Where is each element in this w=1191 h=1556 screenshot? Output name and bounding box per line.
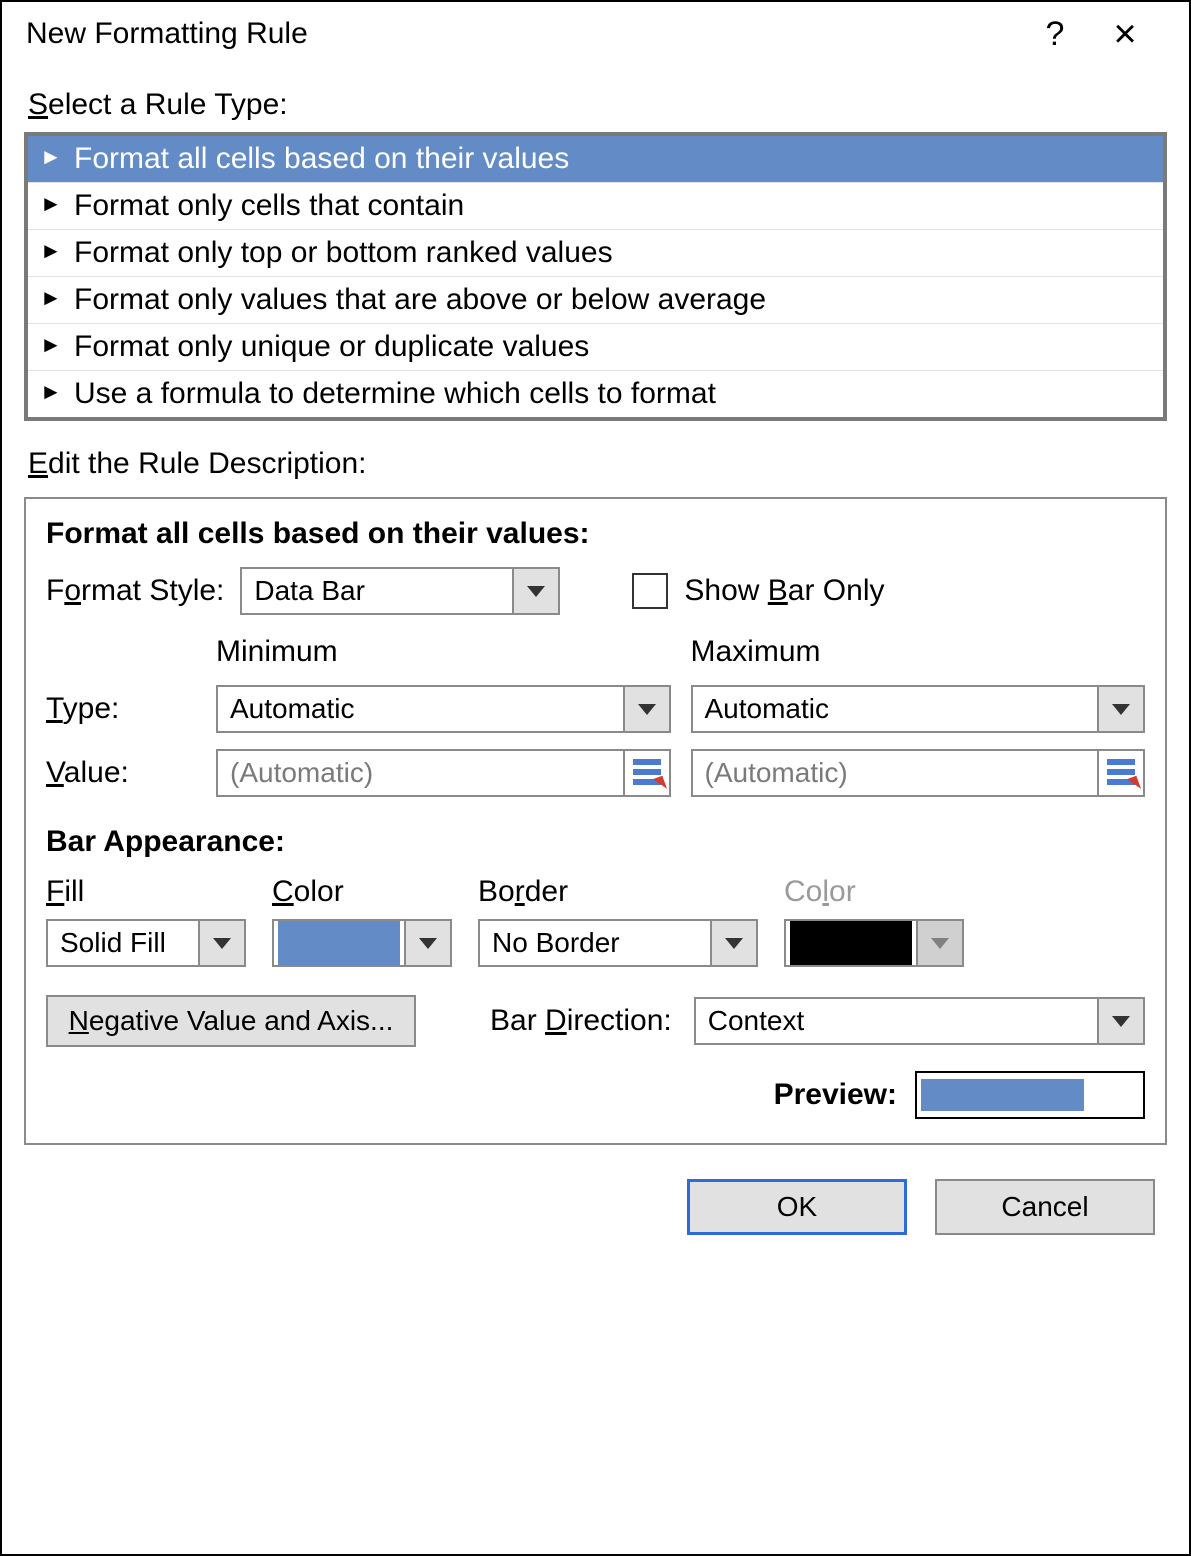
maximum-type-value: Automatic [693,693,1098,725]
chevron-down-icon [1097,999,1143,1043]
rule-type-list[interactable]: ► Format all cells based on their values… [24,132,1167,421]
fill-label: Fill [46,875,246,909]
maximum-value-placeholder: (Automatic) [693,757,1098,789]
minimum-value-input[interactable]: (Automatic) [216,749,671,797]
format-style-row: Format Style: Data Bar Show Bar Only [46,567,1145,615]
bullet-arrow-icon: ► [40,379,62,405]
rule-type-item[interactable]: ► Format only cells that contain [28,183,1163,230]
chevron-down-icon [1097,687,1143,731]
bullet-arrow-icon: ► [40,332,62,358]
chevron-down-icon [623,687,669,731]
fill-value: Solid Fill [48,927,198,959]
bullet-arrow-icon: ► [40,238,62,264]
border-color-swatch [790,921,912,965]
titlebar: New Formatting Rule ? × [2,2,1189,62]
bar-appearance-grid: Fill Color Border Color Solid Fill No Bo… [46,875,1145,967]
rule-type-label: Format all cells based on their values [74,142,569,176]
format-style-label: Format Style: [46,574,224,608]
dialog-title: New Formatting Rule [26,17,1025,51]
rule-description-panel: Format all cells based on their values: … [24,497,1167,1145]
min-max-grid: Minimum Maximum Type: Automatic Automati… [46,635,1145,797]
rule-type-label: Format only values that are above or bel… [74,283,766,317]
fill-dropdown[interactable]: Solid Fill [46,919,246,967]
dialog-footer: OK Cancel [2,1165,1189,1261]
chevron-down-icon [198,921,244,965]
bullet-arrow-icon: ► [40,285,62,311]
edit-rule-description-label: Edit the Rule Description: [2,421,1189,491]
value-label: Value: [46,756,196,790]
rule-type-item[interactable]: ► Format only top or bottom ranked value… [28,230,1163,277]
maximum-value-input[interactable]: (Automatic) [691,749,1146,797]
minimum-value-placeholder: (Automatic) [218,757,623,789]
bar-appearance-label: Bar Appearance: [46,825,1145,859]
bar-direction-value: Context [696,1005,1097,1037]
rule-type-item[interactable]: ► Format only unique or duplicate values [28,324,1163,371]
negative-value-axis-button[interactable]: Negative Value and Axis... [46,995,416,1047]
rule-type-item[interactable]: ► Format all cells based on their values [28,136,1163,183]
maximum-label: Maximum [691,635,1146,669]
rule-type-label: Format only unique or duplicate values [74,330,589,364]
border-color-label: Color [784,875,964,909]
ok-button[interactable]: OK [687,1179,907,1235]
maximum-type-dropdown[interactable]: Automatic [691,685,1146,733]
bullet-arrow-icon: ► [40,144,62,170]
border-color-dropdown [784,919,964,967]
description-heading: Format all cells based on their values: [46,517,1145,551]
show-bar-only-label: Show Bar Only [684,574,884,608]
format-style-value: Data Bar [242,575,512,607]
range-selector-icon[interactable] [1097,751,1143,795]
rule-type-label: Format only top or bottom ranked values [74,236,613,270]
format-style-dropdown[interactable]: Data Bar [240,567,560,615]
cancel-button[interactable]: Cancel [935,1179,1155,1235]
chevron-down-icon [710,921,756,965]
border-value: No Border [480,927,710,959]
fill-color-dropdown[interactable] [272,919,452,967]
border-dropdown[interactable]: No Border [478,919,758,967]
preview-label: Preview: [774,1078,897,1112]
type-label: Type: [46,692,196,726]
help-button[interactable]: ? [1025,15,1085,54]
minimum-label: Minimum [216,635,671,669]
rule-type-label: Use a formula to determine which cells t… [74,377,716,411]
chevron-down-icon [512,569,558,613]
fill-color-label: Color [272,875,452,909]
new-formatting-rule-dialog: New Formatting Rule ? × Select a Rule Ty… [0,0,1191,1556]
chevron-down-icon [916,921,962,965]
minimum-type-dropdown[interactable]: Automatic [216,685,671,733]
minimum-type-value: Automatic [218,693,623,725]
show-bar-only-checkbox[interactable] [632,573,668,609]
preview-bar [921,1079,1084,1111]
preview-box [915,1071,1145,1119]
bar-direction-dropdown[interactable]: Context [694,997,1145,1045]
close-button[interactable]: × [1085,14,1165,54]
border-label: Border [478,875,758,909]
rule-type-item[interactable]: ► Format only values that are above or b… [28,277,1163,324]
fill-color-swatch [278,921,400,965]
select-rule-type-label: Select a Rule Type: [2,62,1189,132]
range-selector-icon[interactable] [623,751,669,795]
negative-direction-row: Negative Value and Axis... Bar Direction… [46,995,1145,1047]
bar-direction-label: Bar Direction: [490,1004,672,1038]
chevron-down-icon [404,921,450,965]
rule-type-item[interactable]: ► Use a formula to determine which cells… [28,371,1163,417]
rule-type-label: Format only cells that contain [74,189,464,223]
bullet-arrow-icon: ► [40,191,62,217]
preview-row: Preview: [46,1071,1145,1119]
